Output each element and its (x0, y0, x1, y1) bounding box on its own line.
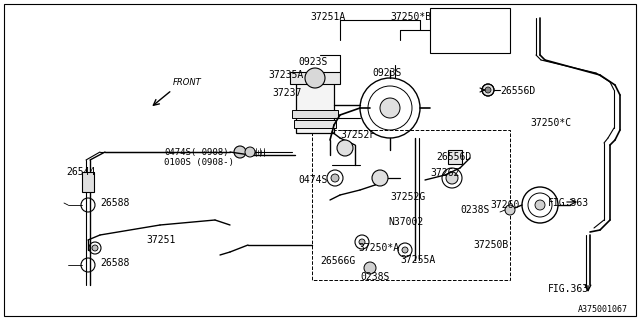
Text: 37250*A: 37250*A (358, 243, 399, 253)
Circle shape (535, 200, 545, 210)
Text: 37262: 37262 (430, 168, 460, 178)
Text: 26588: 26588 (100, 198, 129, 208)
Bar (312, 130, 510, 280)
Text: 26566G: 26566G (320, 256, 355, 266)
Circle shape (402, 247, 408, 253)
Text: 0238S: 0238S (460, 205, 490, 215)
Text: FIG.363: FIG.363 (548, 284, 589, 294)
Bar (448, 150, 462, 164)
Text: 37250*C: 37250*C (530, 118, 571, 128)
Bar (296, 78, 334, 133)
Text: 26544: 26544 (66, 167, 95, 177)
Circle shape (364, 262, 376, 274)
Text: 37252F: 37252F (340, 130, 375, 140)
Text: 0100S (0908-): 0100S (0908-) (164, 158, 234, 167)
Circle shape (234, 146, 246, 158)
Text: 0238S: 0238S (360, 272, 389, 282)
Text: 37251: 37251 (146, 235, 175, 245)
Circle shape (359, 239, 365, 245)
Text: 26588: 26588 (100, 258, 129, 268)
Circle shape (305, 68, 325, 88)
Bar (294, 120, 336, 128)
Text: 0474S: 0474S (298, 175, 328, 185)
Text: 37235A: 37235A (268, 70, 303, 80)
Circle shape (505, 205, 515, 215)
Text: A375001067: A375001067 (578, 305, 628, 314)
Text: 26556D: 26556D (500, 86, 535, 96)
Bar (290, 72, 340, 84)
Circle shape (482, 84, 494, 96)
Text: 37250*B: 37250*B (390, 12, 431, 22)
Bar (82, 172, 94, 192)
Bar (292, 110, 338, 118)
Circle shape (331, 174, 339, 182)
Text: FRONT: FRONT (173, 78, 202, 87)
Text: FIG.363: FIG.363 (548, 198, 589, 208)
Text: 37250B: 37250B (473, 240, 508, 250)
Circle shape (446, 172, 458, 184)
Text: N37002: N37002 (388, 217, 423, 227)
Circle shape (337, 140, 353, 156)
Circle shape (372, 170, 388, 186)
Text: 37251A: 37251A (310, 12, 345, 22)
Text: 0923S: 0923S (372, 68, 401, 78)
Text: 37260: 37260 (490, 200, 520, 210)
Circle shape (380, 98, 400, 118)
Text: 26556D: 26556D (436, 152, 471, 162)
Circle shape (92, 245, 98, 251)
Text: 37255A: 37255A (400, 255, 435, 265)
Text: 37252G: 37252G (390, 192, 425, 202)
Circle shape (485, 87, 491, 93)
Bar (430, 8, 510, 53)
Text: 37237: 37237 (272, 88, 301, 98)
Text: 0474S(-0908): 0474S(-0908) (164, 148, 228, 157)
Circle shape (245, 147, 255, 157)
Text: 0923S: 0923S (298, 57, 328, 67)
